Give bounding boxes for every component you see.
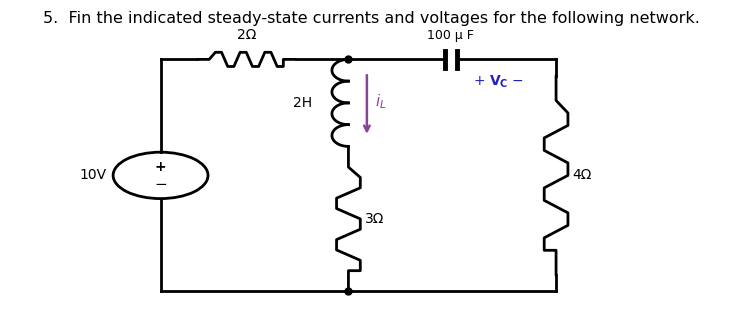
Text: 5.  Fin the indicated steady-state currents and voltages for the following netwo: 5. Fin the indicated steady-state curren… xyxy=(43,11,700,26)
Text: 3Ω: 3Ω xyxy=(365,212,384,226)
Text: −: − xyxy=(155,177,167,192)
Text: +: + xyxy=(155,160,166,174)
Text: 100 μ F: 100 μ F xyxy=(427,29,474,42)
Text: 2Ω: 2Ω xyxy=(236,28,256,42)
Text: 4Ω: 4Ω xyxy=(573,168,592,182)
Text: + $\mathbf{V_C}$ −: + $\mathbf{V_C}$ − xyxy=(473,74,524,90)
Text: 2H: 2H xyxy=(293,96,312,110)
Text: 10V: 10V xyxy=(80,168,106,182)
Text: $i_L$: $i_L$ xyxy=(374,92,386,111)
